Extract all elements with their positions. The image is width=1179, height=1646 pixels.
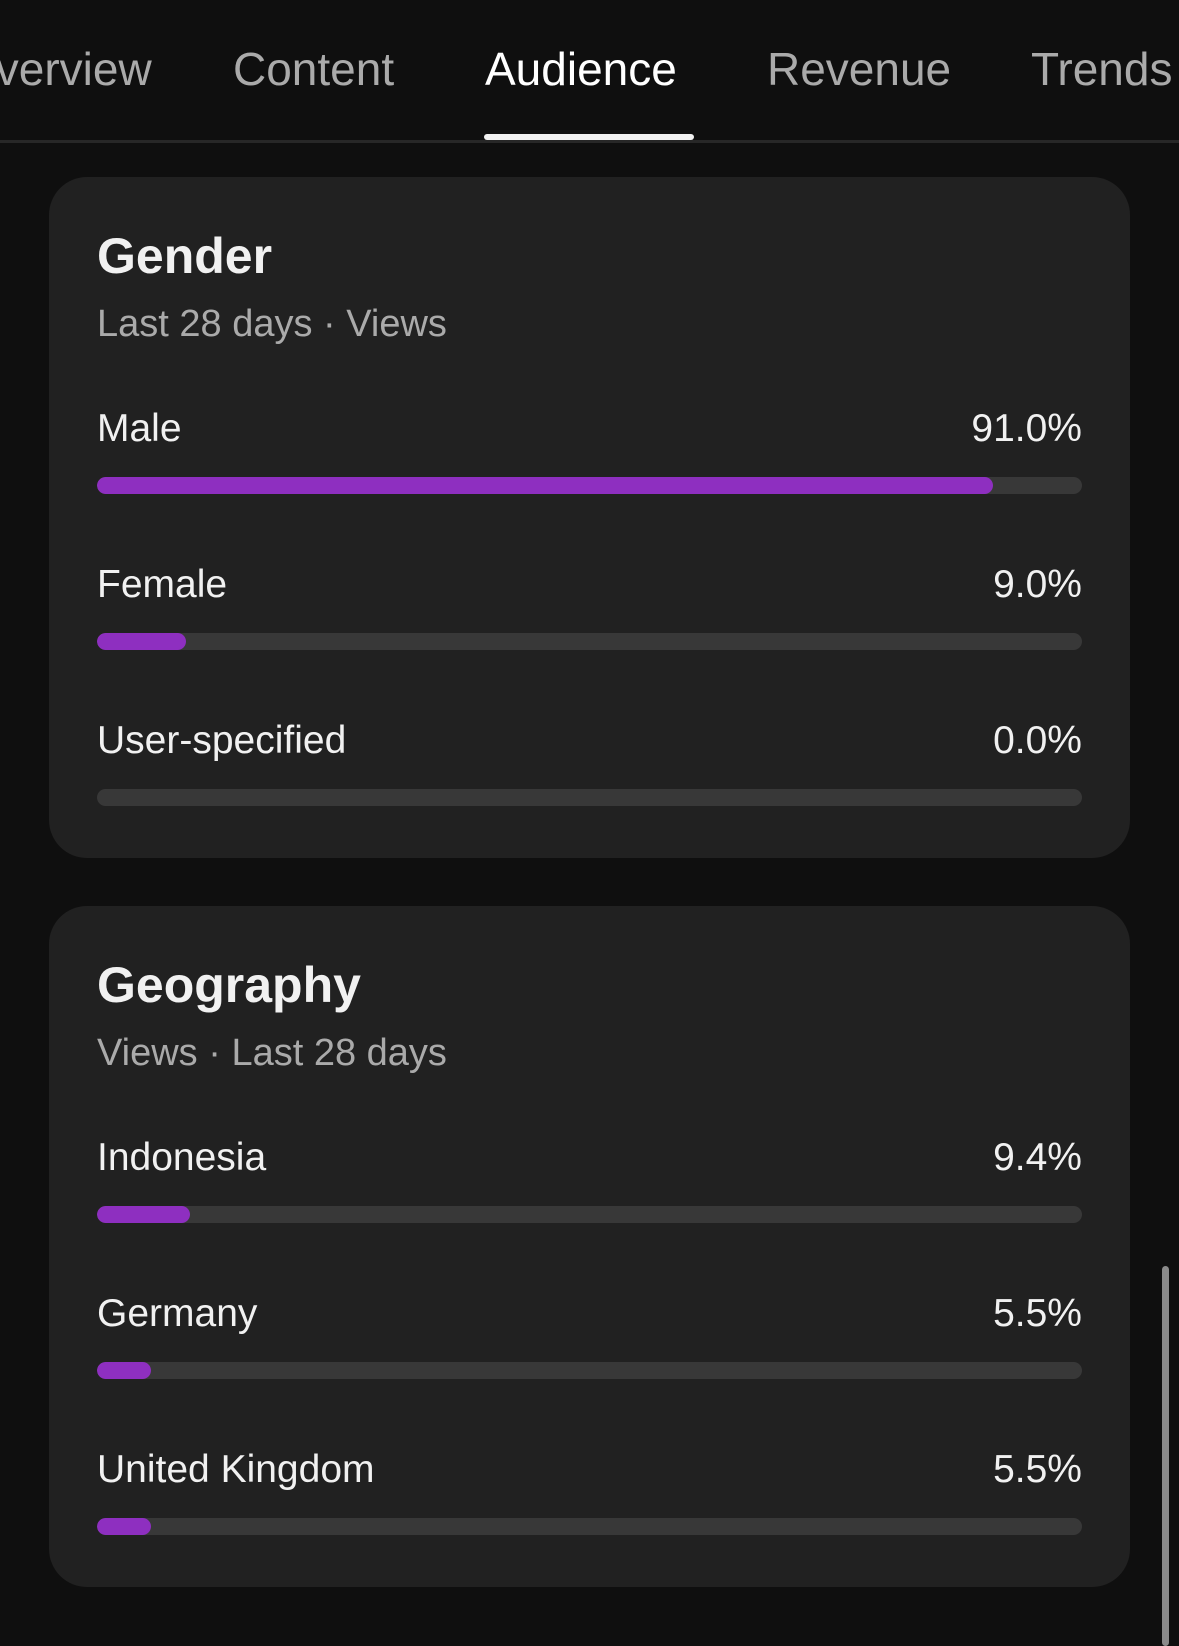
progress-track [97, 789, 1082, 806]
row-value: 5.5% [993, 1448, 1082, 1491]
row-value: 9.0% [993, 563, 1082, 606]
tab-content[interactable]: Content [233, 43, 395, 95]
row-label: Female [97, 563, 228, 606]
tab-revenue[interactable]: Revenue [767, 43, 952, 95]
card-title: Geography [97, 957, 361, 1013]
scrollbar[interactable] [1162, 1266, 1169, 1646]
card-subtitle: Views · Last 28 days [97, 1032, 447, 1074]
progress-track [97, 477, 1082, 494]
list-item: United Kingdom 5.5% [97, 1448, 1082, 1548]
row-label: Germany [97, 1292, 258, 1335]
progress-track [97, 1362, 1082, 1379]
progress-fill [97, 477, 994, 494]
row-label: United Kingdom [97, 1448, 375, 1491]
active-tab-indicator [484, 134, 694, 140]
card-subtitle: Last 28 days · Views [97, 303, 447, 345]
progress-track [97, 633, 1082, 650]
tab-overview[interactable]: Overview [0, 43, 152, 95]
tab-divider [0, 140, 1179, 143]
row-label: Indonesia [97, 1136, 267, 1179]
list-item: Female 9.0% [97, 563, 1082, 663]
row-value: 5.5% [993, 1292, 1082, 1335]
geography-card: Geography Views · Last 28 days Indonesia… [49, 906, 1130, 1587]
card-title: Gender [97, 228, 273, 284]
progress-track [97, 1518, 1082, 1535]
progress-fill [97, 1206, 190, 1223]
row-value: 0.0% [993, 719, 1082, 762]
progress-fill [97, 1362, 152, 1379]
progress-fill [97, 633, 186, 650]
tab-trends[interactable]: Trends [1031, 43, 1173, 95]
tab-audience[interactable]: Audience [485, 43, 677, 95]
row-value: 91.0% [971, 407, 1082, 450]
gender-card: Gender Last 28 days · Views Male 91.0% F… [49, 177, 1130, 858]
row-label: User-specified [97, 719, 347, 762]
progress-track [97, 1206, 1082, 1223]
list-item: Germany 5.5% [97, 1292, 1082, 1392]
list-item: Indonesia 9.4% [97, 1136, 1082, 1236]
row-value: 9.4% [993, 1136, 1082, 1179]
row-label: Male [97, 407, 182, 450]
list-item: User-specified 0.0% [97, 719, 1082, 819]
list-item: Male 91.0% [97, 407, 1082, 507]
progress-fill [97, 1518, 152, 1535]
